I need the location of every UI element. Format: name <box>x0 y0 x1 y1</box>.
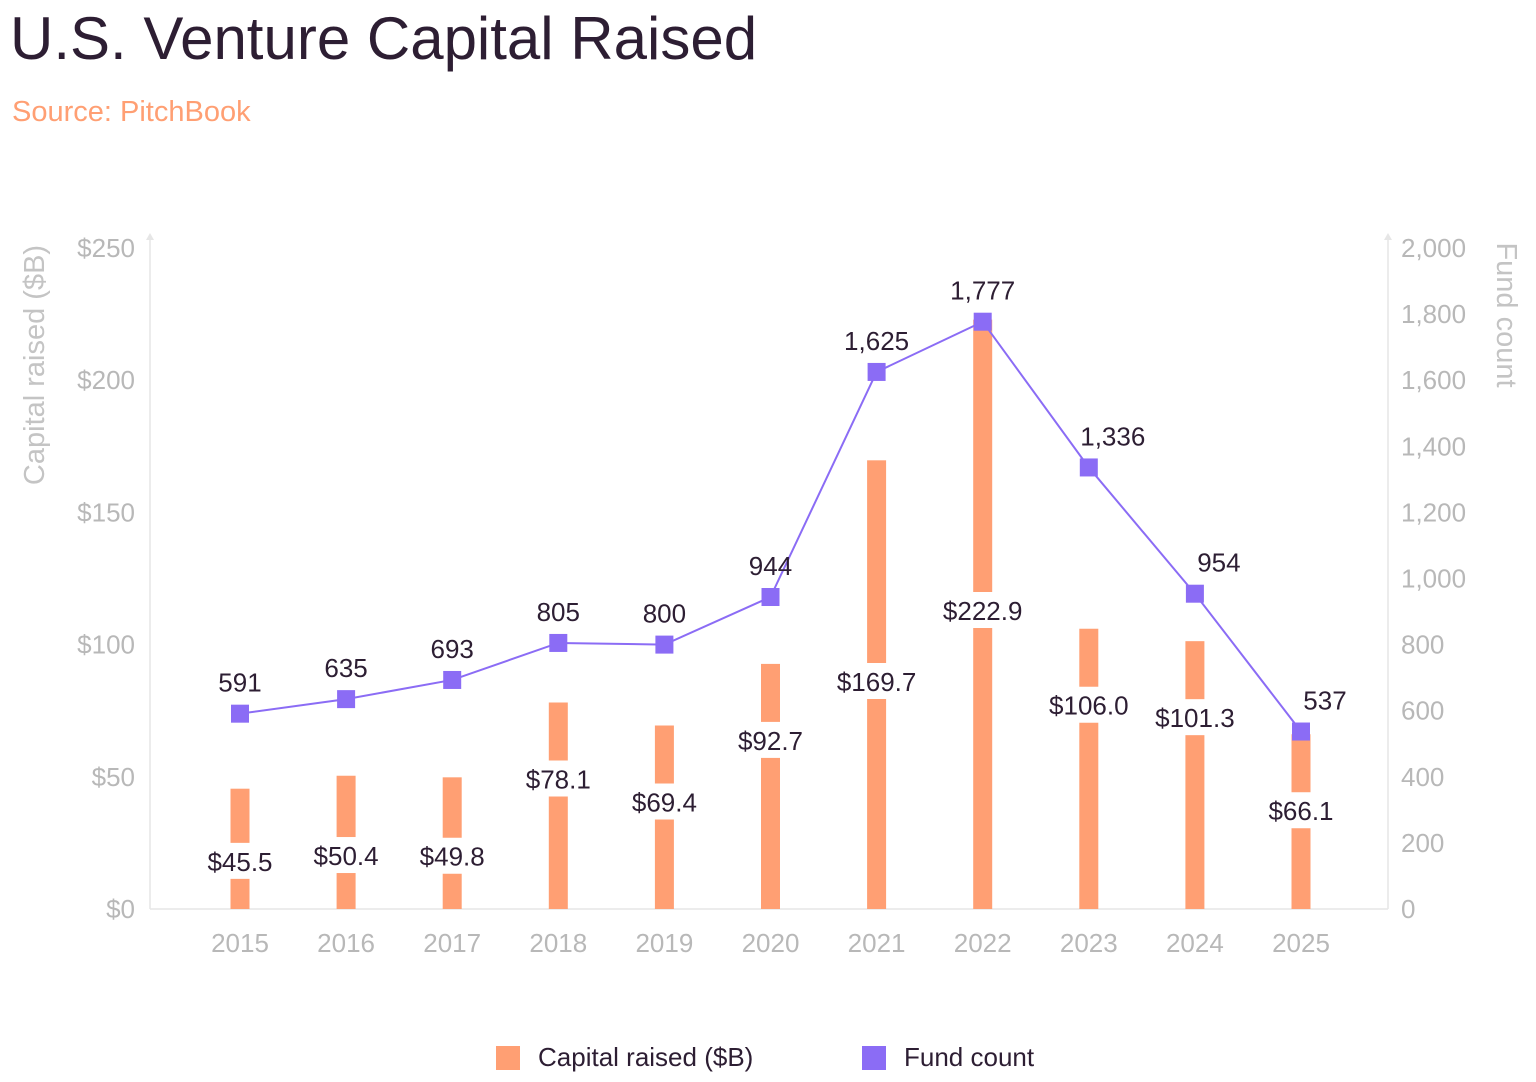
chart-subtitle: Source: PitchBook <box>12 96 251 128</box>
bar-capital-raised <box>548 702 568 909</box>
bar-label-bg <box>731 721 810 758</box>
bar-data-label: $222.9 <box>943 596 1023 626</box>
x-tick-label: 2024 <box>1166 928 1224 958</box>
fund-count-data-label: 1,625 <box>844 326 909 356</box>
bar-data-label: $78.1 <box>526 765 591 795</box>
bar-data-label: $45.5 <box>207 847 272 877</box>
fund-count-marker <box>337 690 356 709</box>
y-right-tick-label: 0 <box>1401 894 1415 924</box>
y-left-tick-label: $100 <box>77 630 135 660</box>
y-right-tick-label: 600 <box>1401 696 1444 726</box>
fund-count-data-label: 1,777 <box>950 276 1015 306</box>
bar-data-label: $106.0 <box>1049 691 1129 721</box>
fund-count-marker <box>761 588 780 607</box>
fund-count-marker <box>867 362 886 381</box>
y-right-tick-label: 200 <box>1401 828 1444 858</box>
bar-label-bg <box>200 842 280 879</box>
chart-canvas: $0 $50 $100 $150 $200 $250 0 200 400 600 800 1,000 1… <box>19 233 1522 958</box>
chart-title: U.S. Venture Capital Raised <box>10 5 758 72</box>
bar-label-bg <box>624 783 704 820</box>
bar-label-bg <box>1261 792 1341 829</box>
x-tick-label: 2016 <box>317 928 375 958</box>
y-axis-right-arrow <box>1384 233 1392 240</box>
legend-label-capital: Capital raised ($B) <box>538 1042 754 1072</box>
fund-count-data-label: 537 <box>1303 686 1346 716</box>
legend-swatch-capital <box>496 1045 520 1070</box>
legend-item-fund-count[interactable]: Fund count <box>862 1042 1034 1073</box>
fund-count-data-label: 1,336 <box>1080 421 1145 451</box>
y-right-tick-label: 1,800 <box>1401 299 1466 329</box>
x-tick-label: 2025 <box>1272 928 1330 958</box>
x-tick-label: 2018 <box>529 928 587 958</box>
fund-count-marker <box>443 670 462 689</box>
bar-capital-raised <box>761 663 780 909</box>
y-left-tick-label: $250 <box>77 233 135 263</box>
legend-label-fund-count: Fund count <box>904 1042 1035 1072</box>
bar-data-label: $92.7 <box>738 726 803 756</box>
fund-count-data-label: 800 <box>643 599 686 629</box>
y-left-tick-label: $150 <box>77 497 135 527</box>
fund-count-data-label: 635 <box>324 653 367 683</box>
x-tick-label: 2022 <box>954 928 1012 958</box>
fund-count-marker <box>1185 584 1204 603</box>
y-left-tick-label: $0 <box>106 894 135 924</box>
y-left-tick-label: $200 <box>77 365 135 395</box>
y-right-tick-label: 1,600 <box>1401 365 1466 395</box>
fund-count-marker <box>1292 722 1310 741</box>
y-right-tick-label: 1,200 <box>1401 497 1466 527</box>
fund-count-marker <box>231 704 249 723</box>
bar-data-label: $169.7 <box>837 667 917 697</box>
fund-count-data-label: 954 <box>1197 548 1240 578</box>
bar-data-label: $101.3 <box>1155 703 1235 733</box>
bar-label-bg <box>412 837 492 874</box>
y-right-tick-label: 800 <box>1401 630 1444 660</box>
x-tick-label: 2020 <box>742 928 800 958</box>
fund-count-data-label: 591 <box>218 668 261 698</box>
legend-swatch-fund-count <box>862 1045 886 1070</box>
x-tick-label: 2017 <box>423 928 481 958</box>
bar-capital-raised <box>1185 641 1205 909</box>
y-right-axis-title: Fund count <box>1490 242 1522 387</box>
fund-count-marker <box>655 635 674 654</box>
bar-label-bg <box>1042 686 1136 723</box>
x-tick-label: 2015 <box>211 928 269 958</box>
bar-data-label: $49.8 <box>420 842 485 872</box>
y-right-tick-label: 1,000 <box>1401 564 1466 594</box>
y-left-axis-title: Capital raised ($B) <box>19 245 51 485</box>
fund-count-data-label: 944 <box>749 551 792 581</box>
bar-data-label: $66.1 <box>1268 796 1333 826</box>
y-axis-left-arrow <box>146 233 154 240</box>
bar-label-bg <box>936 592 1030 628</box>
fund-count-marker <box>549 633 568 652</box>
bar-data-label: $69.4 <box>632 788 697 818</box>
fund-count-marker <box>1079 458 1098 477</box>
x-tick-label: 2019 <box>635 928 693 958</box>
y-right-tick-label: 400 <box>1401 762 1444 792</box>
bar-label-bg <box>306 837 386 874</box>
bar-label-bg <box>518 760 598 797</box>
bar-capital-raised <box>1079 628 1099 909</box>
fund-count-marker <box>973 312 992 331</box>
y-right-tick-label: 2,000 <box>1401 233 1466 263</box>
legend-item-capital[interactable]: Capital raised ($B) <box>496 1042 753 1073</box>
bar-data-label: $50.4 <box>314 841 379 871</box>
bar-label-bg <box>1148 699 1242 736</box>
fund-count-data-label: 805 <box>537 597 580 627</box>
y-right-tick-label: 1,400 <box>1401 431 1466 461</box>
y-left-tick-label: $50 <box>92 762 135 792</box>
x-tick-label: 2023 <box>1060 928 1118 958</box>
bar-label-bg <box>830 663 924 699</box>
x-tick-label: 2021 <box>848 928 906 958</box>
chart-legend: Capital raised ($B) Fund count <box>0 1042 1536 1078</box>
fund-count-data-label: 693 <box>431 634 474 664</box>
